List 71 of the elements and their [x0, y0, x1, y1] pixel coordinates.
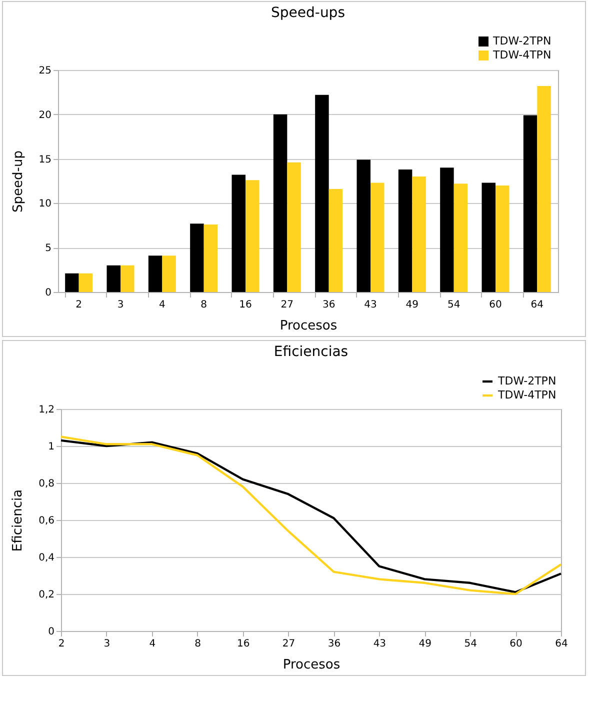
y-tick-label: 5 — [45, 243, 52, 254]
y-axis-title: Speed-up — [10, 150, 26, 212]
y-tick-label: 0 — [48, 626, 54, 638]
x-tick-label: 4 — [158, 300, 166, 310]
x-tick-label: 49 — [406, 300, 419, 310]
bar — [287, 162, 301, 292]
legend-label: TDW-2TPN — [497, 374, 556, 388]
x-tick-label: 64 — [555, 638, 568, 650]
x-tick-label: 2 — [76, 300, 82, 310]
bar — [204, 224, 218, 292]
x-tick-label: 64 — [530, 300, 544, 310]
bar — [370, 182, 384, 292]
y-tick-label: 10 — [38, 198, 52, 210]
x-tick-label: 27 — [282, 638, 296, 650]
bar — [232, 174, 246, 292]
chart-title: Speed-ups — [271, 5, 345, 21]
bar — [356, 160, 370, 292]
y-tick-label: 15 — [38, 154, 52, 166]
y-tick-label: 0,8 — [38, 478, 54, 490]
bar — [148, 256, 162, 292]
x-tick-label: 8 — [194, 638, 202, 650]
y-tick-label: 1 — [48, 442, 54, 452]
y-tick-label: 0,2 — [38, 590, 54, 600]
bar — [78, 273, 93, 292]
x-tick-label: 43 — [364, 300, 377, 310]
legend-label: TDW-4TPN — [492, 48, 552, 62]
x-tick-label: 4 — [149, 638, 156, 650]
bar — [162, 256, 176, 292]
bar — [454, 184, 468, 292]
x-tick-label: 54 — [447, 300, 460, 310]
y-tick-label: 0,6 — [38, 516, 54, 526]
legend-label: TDW-4TPN — [497, 388, 556, 402]
y-tick-label: 20 — [38, 110, 52, 121]
bar — [523, 115, 538, 292]
bar — [398, 169, 412, 292]
bar — [106, 265, 120, 292]
bar — [246, 180, 260, 292]
x-tick-label: 43 — [373, 638, 386, 650]
legend-label: TDW-2TPN — [492, 34, 552, 48]
x-tick-label: 3 — [104, 638, 110, 650]
y-tick-label: 0 — [45, 288, 52, 298]
x-tick-label: 54 — [464, 638, 477, 650]
x-tick-label: 16 — [239, 300, 252, 310]
x-tick-label: 8 — [200, 300, 208, 310]
bar — [65, 273, 79, 292]
x-tick-label: 36 — [328, 638, 341, 650]
bar — [412, 176, 426, 292]
x-axis-title: Procesos — [282, 658, 340, 672]
x-tick-label: 60 — [489, 300, 502, 310]
x-tick-label: 36 — [322, 300, 336, 310]
bar — [120, 265, 134, 292]
x-tick-label: 3 — [117, 300, 124, 310]
x-axis-title: Procesos — [280, 318, 338, 334]
x-tick-label: 27 — [280, 300, 294, 310]
bar — [273, 114, 288, 292]
x-tick-label: 60 — [510, 638, 522, 650]
bar — [328, 188, 343, 292]
y-tick-label: 25 — [38, 66, 52, 76]
x-tick-label: 49 — [418, 638, 432, 650]
y-tick-label: 1,2 — [38, 404, 54, 416]
bar — [496, 185, 510, 292]
bar — [190, 224, 204, 292]
bar — [440, 168, 454, 292]
chart-title: Eficiencias — [274, 344, 348, 360]
y-axis-title: Eficiencia — [10, 489, 26, 552]
bar — [537, 86, 551, 292]
bar — [315, 94, 329, 292]
y-tick-label: 0,4 — [38, 552, 54, 564]
bar — [482, 182, 496, 292]
x-tick-label: 16 — [236, 638, 250, 650]
x-tick-label: 2 — [58, 638, 65, 650]
